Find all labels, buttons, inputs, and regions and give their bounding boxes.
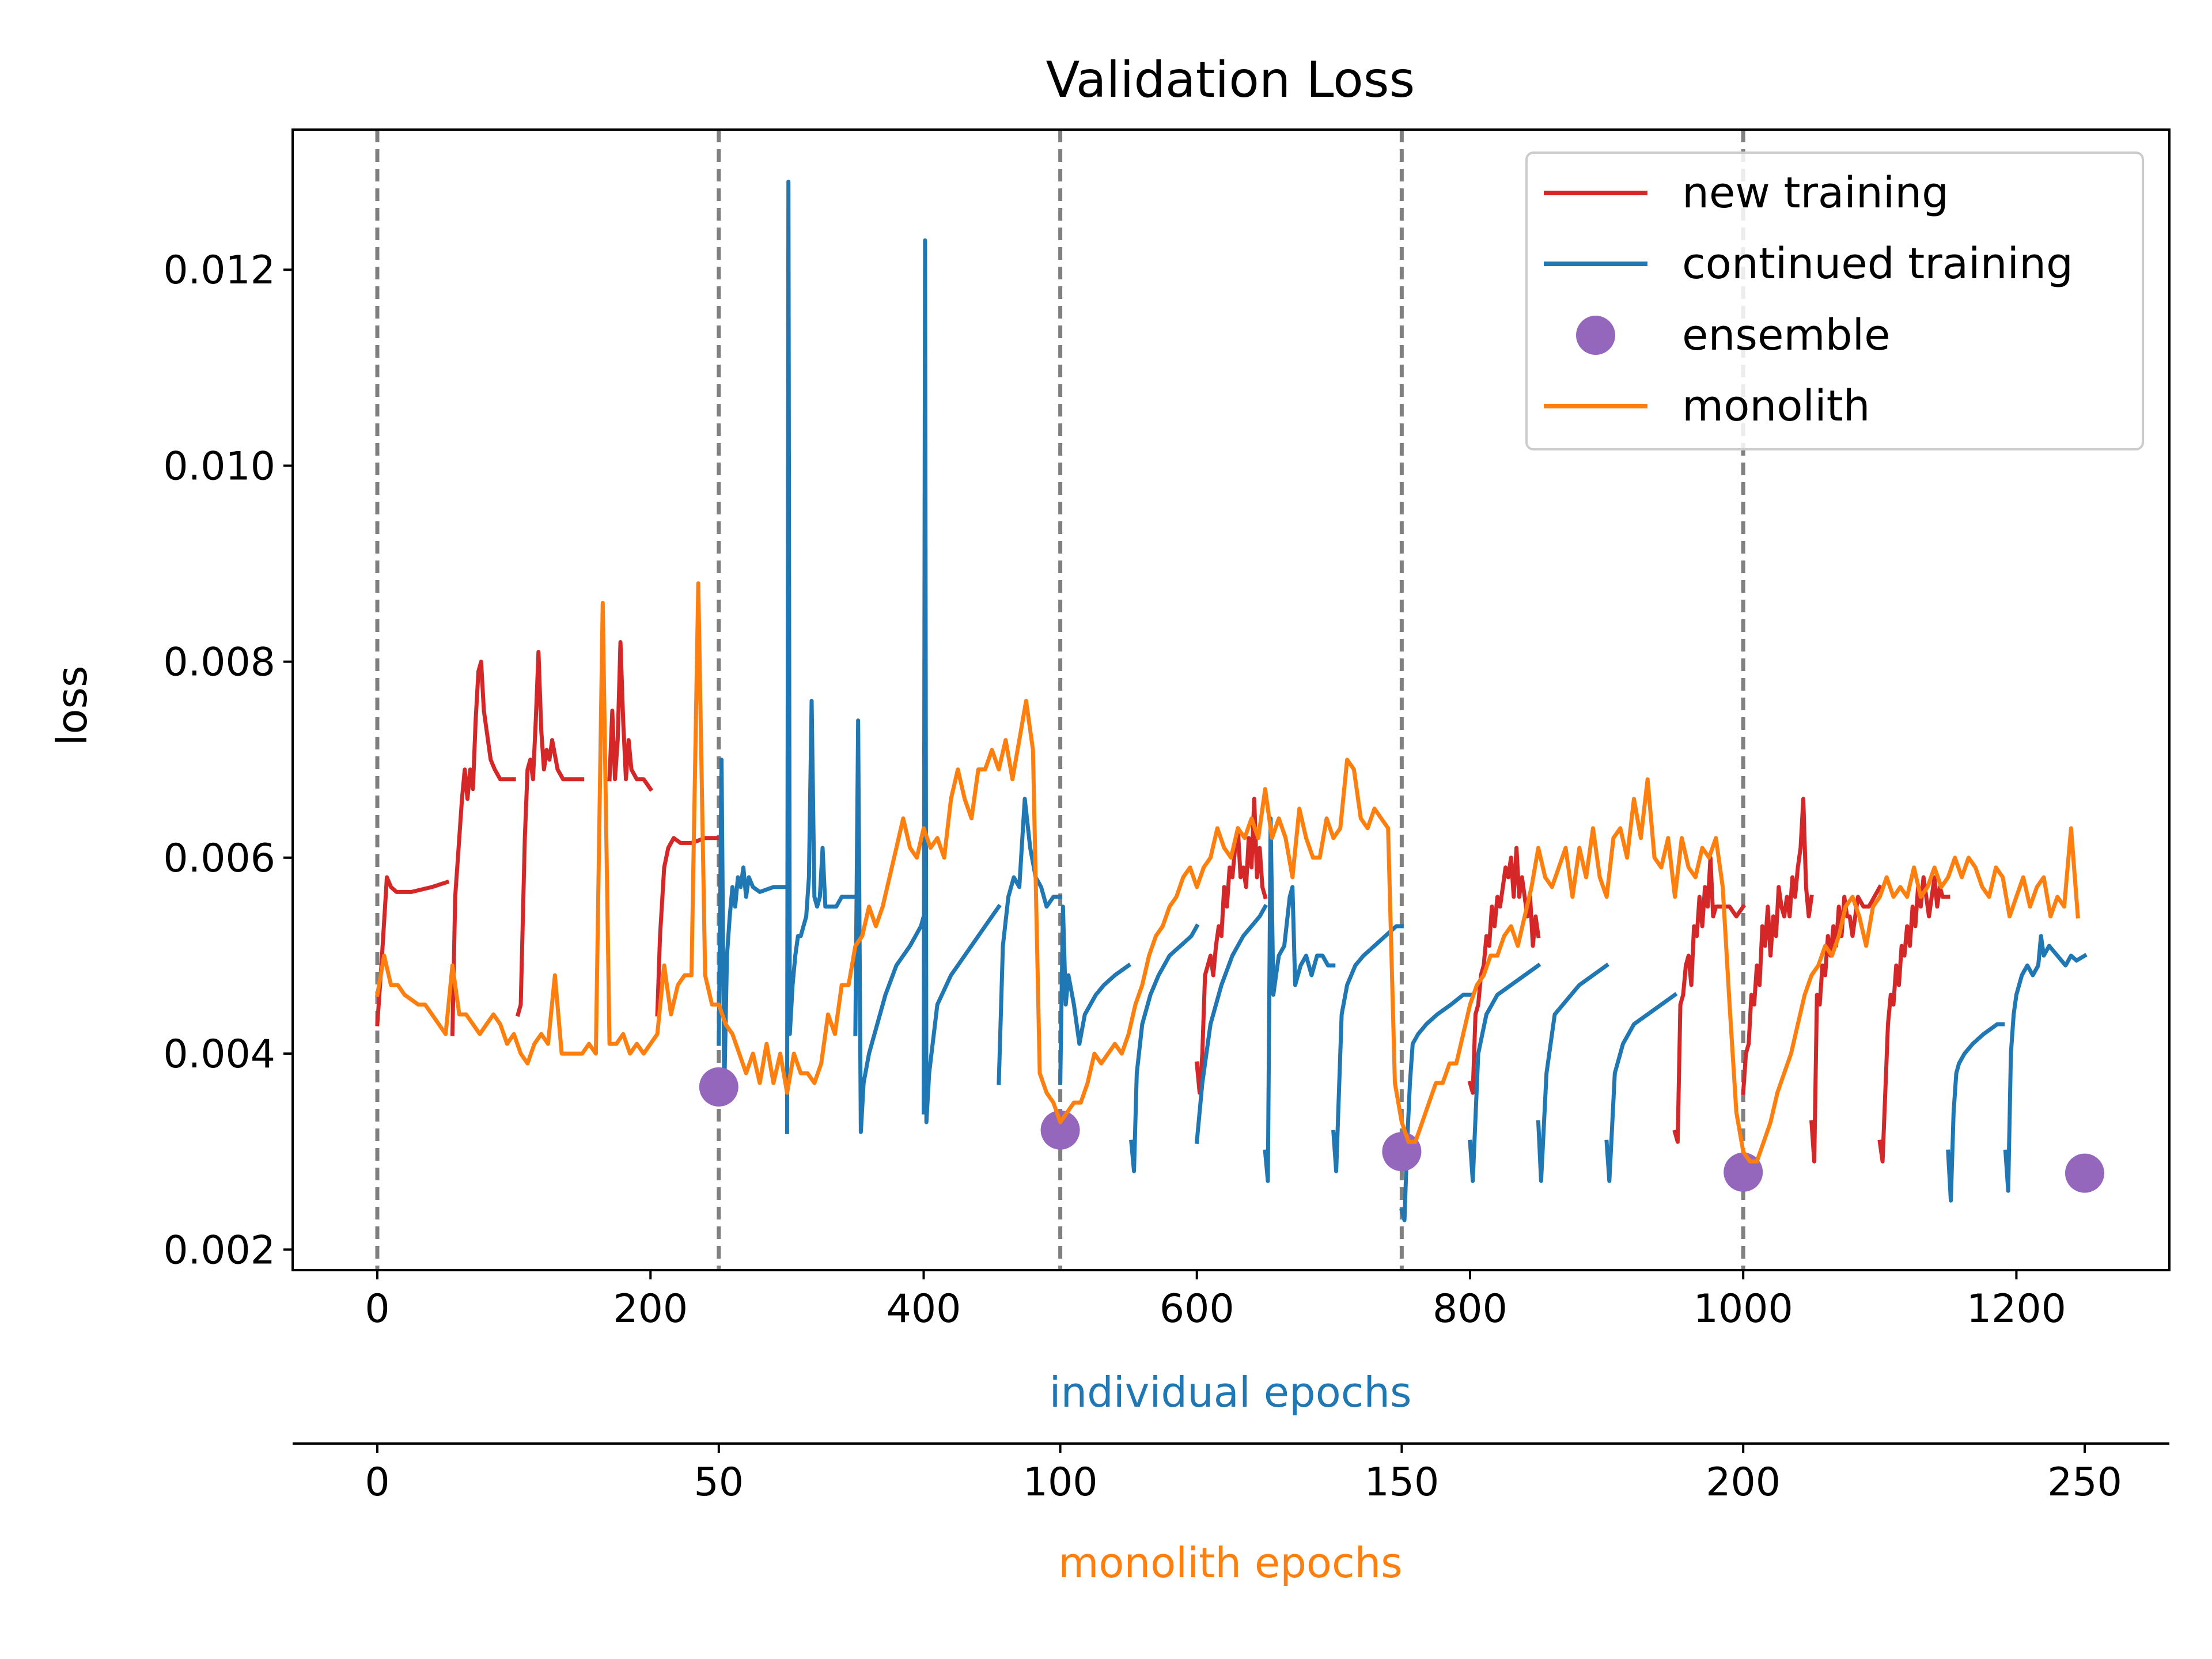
new-training-line-segment-4 (655, 836, 721, 1017)
monolith-line (374, 581, 2080, 1164)
x2-tick-label-3: 150 (1364, 1460, 1439, 1505)
continued-training-line-segment-7 (1194, 904, 1268, 1145)
y-axis: 0.002 0.004 0.006 0.008 0.010 0.012 (163, 248, 293, 1273)
x-tick-label-2: 400 (887, 1286, 961, 1332)
continued-training-line-segment-2 (853, 718, 926, 1134)
new-training-line-segment-7 (1672, 855, 1747, 1144)
continued-training-line-segment-1 (785, 179, 858, 1134)
x-tick-label-6: 1200 (1967, 1286, 2066, 1332)
new-training-line-segment-9 (1809, 884, 1883, 1164)
x2-tick-label-2: 100 (1023, 1460, 1098, 1505)
ensemble-point-1 (1040, 1110, 1080, 1150)
y-tick-label-4: 0.010 (163, 444, 275, 489)
plot-frame (291, 128, 2171, 1271)
x2-axis-title: monolith epochs (1058, 1539, 1402, 1587)
legend-label-ensemble: ensemble (1682, 310, 1891, 360)
x-tick-label-0: 0 (365, 1286, 389, 1332)
continued-training-line-segment-13 (1604, 992, 1678, 1183)
x-tick-label-3: 600 (1160, 1286, 1234, 1332)
x-axis-title: individual epochs (1049, 1368, 1411, 1416)
new-training-line-segment-10 (1877, 875, 1950, 1164)
legend-label-monolith: monolith (1682, 381, 1870, 431)
new-training-line-segment-8 (1741, 797, 1814, 1095)
y-tick-label-5: 0.012 (163, 248, 275, 293)
continued-training-line-segment-5 (1058, 904, 1132, 1085)
continued-training-line-segment-15 (2003, 934, 2088, 1193)
y-tick-label-0: 0.002 (163, 1228, 275, 1273)
new-training-line-segment-2 (515, 650, 585, 1017)
legend-label-new-training: new training (1682, 168, 1949, 218)
x2-tick-label-0: 0 (365, 1460, 389, 1505)
legend-swatch-ensemble (1576, 316, 1615, 355)
continued-training-line-segment-6 (1129, 923, 1200, 1173)
x-axis-individual: 0 200 400 600 800 1000 1200 (365, 1270, 2066, 1332)
ensemble-point-4 (2065, 1153, 2104, 1193)
x-tick-label-4: 800 (1433, 1286, 1508, 1332)
continued-training-line-segment-4 (997, 797, 1063, 1085)
continued-training-line-segment-12 (1536, 963, 1609, 1183)
new-training-line-segment-5 (1194, 797, 1268, 1095)
x2-tick-label-5: 250 (2047, 1460, 2122, 1505)
x-tick-label-1: 200 (613, 1286, 688, 1332)
new-training-line-segment-1 (450, 660, 516, 1036)
new-training-line-segment-0 (375, 875, 450, 1027)
x2-tick-label-4: 200 (1706, 1460, 1781, 1505)
y-axis-title: loss (48, 665, 96, 745)
legend: new training continued training ensemble… (1525, 151, 2144, 450)
x-tick-label-5: 1000 (1694, 1286, 1793, 1332)
series-layer (374, 179, 2104, 1222)
legend-box (1525, 151, 2144, 450)
legend-label-continued-training: continued training (1682, 239, 2073, 289)
continued-training-line-segment-14 (1946, 1022, 2005, 1203)
new-training-line-segment-3 (607, 640, 654, 792)
continued-training-line-segment-8 (1263, 816, 1336, 1183)
chart-title: Validation Loss (1046, 51, 1415, 109)
x-axis-monolith: 0 50 100 150 200 250 (365, 1444, 2122, 1505)
x2-tick-label-1: 50 (694, 1460, 744, 1505)
ensemble-point-0 (699, 1067, 738, 1107)
y-tick-label-3: 0.008 (163, 640, 275, 685)
continued-training-line-segment-3 (921, 238, 1002, 1124)
y-tick-label-2: 0.006 (163, 836, 275, 881)
y-tick-label-1: 0.004 (163, 1032, 275, 1077)
continued-training-line-segment-11 (1468, 963, 1541, 1183)
